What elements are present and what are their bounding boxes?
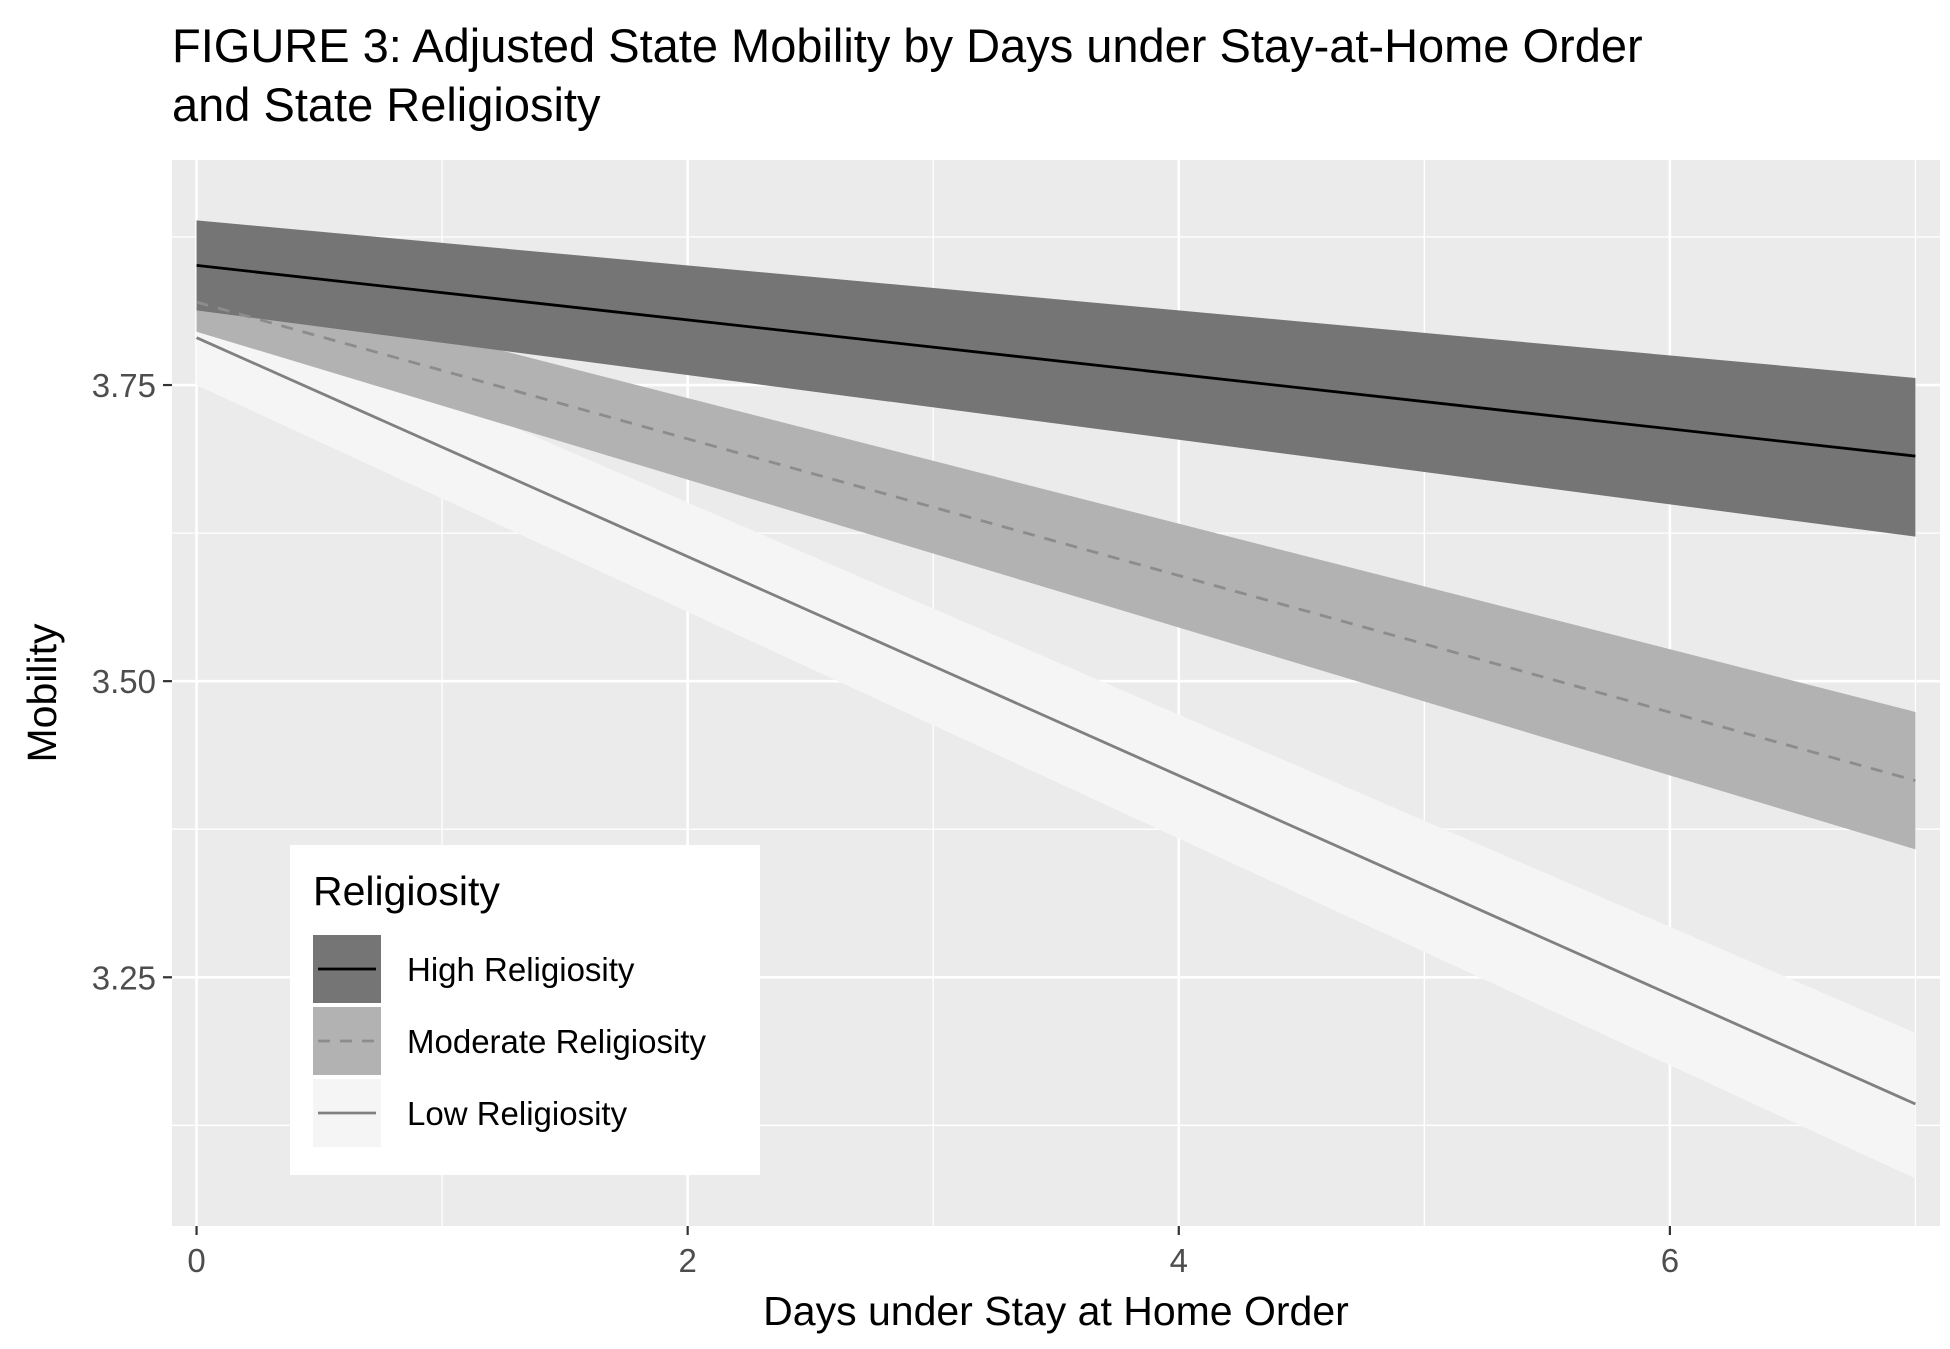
y-tick-label: 3.50 bbox=[92, 663, 156, 700]
chart-title-line-1: FIGURE 3: Adjusted State Mobility by Day… bbox=[172, 19, 1643, 72]
low-religiosity-band bbox=[196, 290, 1916, 1179]
y-axis-label: Mobility bbox=[19, 623, 65, 762]
moderate-religiosity-band bbox=[196, 272, 1916, 850]
x-tick-label: 4 bbox=[1170, 1242, 1188, 1279]
high-religiosity-band bbox=[196, 220, 1916, 537]
legend-item-low-religiosity: Low Religiosity bbox=[313, 1079, 628, 1147]
x-axis: 0 2 4 6 bbox=[187, 1226, 1679, 1279]
chart-title-line-2: and State Religiosity bbox=[172, 78, 601, 131]
low-religiosity-line bbox=[195, 336, 1917, 1106]
legend-title: Religiosity bbox=[313, 868, 500, 914]
y-tick-label: 3.75 bbox=[92, 367, 156, 404]
legend-item-high-religiosity: High Religiosity bbox=[313, 935, 635, 1003]
moderate-religiosity-line bbox=[196, 300, 1916, 782]
legend-label: Moderate Religiosity bbox=[407, 1023, 706, 1060]
high-religiosity-line bbox=[196, 264, 1916, 458]
confidence-bands bbox=[196, 220, 1916, 1179]
legend-label: High Religiosity bbox=[407, 951, 635, 988]
y-tick-label: 3.25 bbox=[92, 959, 156, 996]
legend-item-moderate-religiosity: Moderate Religiosity bbox=[313, 1007, 706, 1075]
series-lines bbox=[195, 264, 1917, 1106]
x-tick-label: 0 bbox=[187, 1242, 205, 1279]
legend-label: Low Religiosity bbox=[407, 1095, 628, 1132]
legend: Religiosity High Religiosity Moderate Rel… bbox=[290, 845, 760, 1175]
legend-items: High Religiosity Moderate Religiosity Low … bbox=[313, 935, 706, 1147]
x-axis-label: Days under Stay at Home Order bbox=[763, 1288, 1349, 1334]
x-tick-label: 6 bbox=[1661, 1242, 1679, 1279]
x-tick-label: 2 bbox=[678, 1242, 696, 1279]
y-axis: 3.25 3.50 3.75 bbox=[92, 367, 172, 996]
